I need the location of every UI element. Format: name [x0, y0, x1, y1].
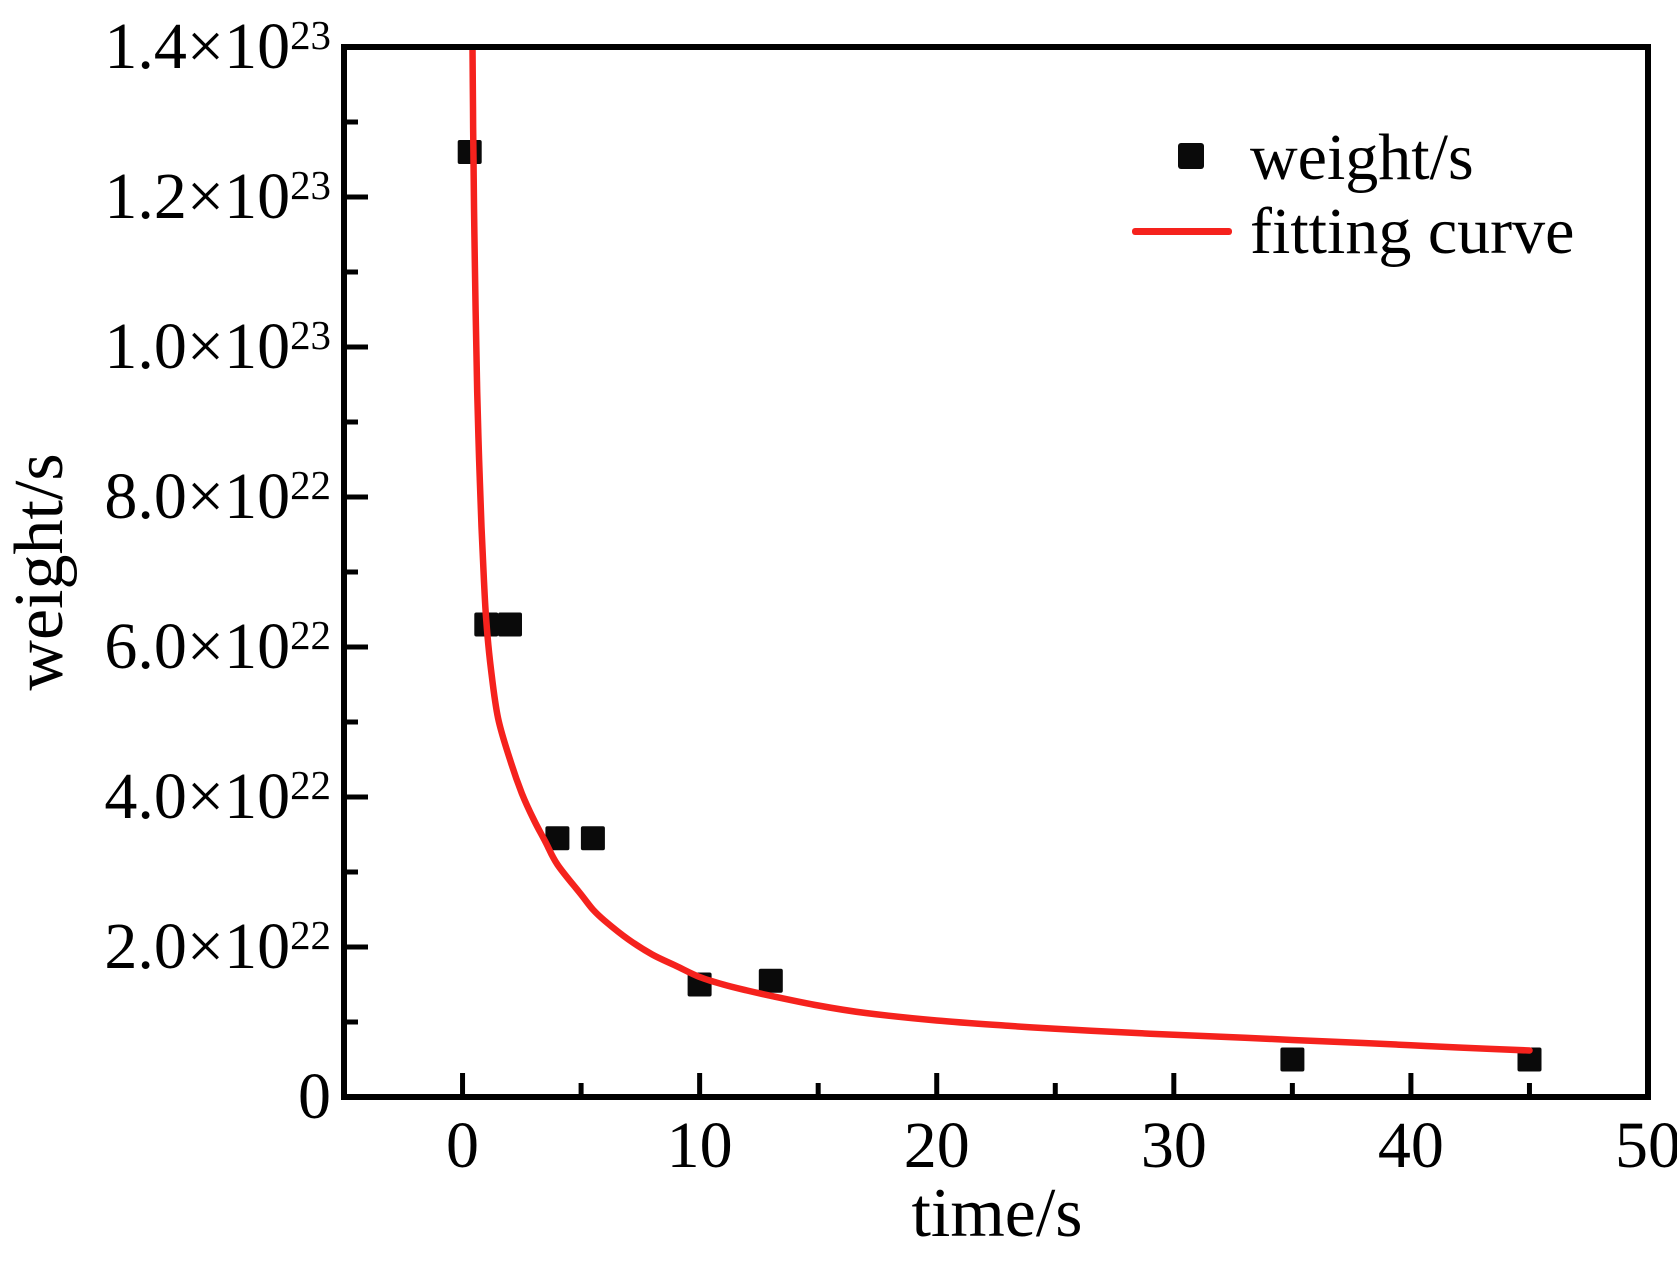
data-point-marker — [758, 968, 783, 993]
x-axis-title: time/s — [911, 1175, 1083, 1252]
data-point-marker — [1280, 1047, 1305, 1072]
plot-border — [341, 44, 1651, 1100]
y-axis-title: weight/s — [1, 453, 78, 691]
data-point-marker — [457, 140, 482, 164]
data-point-marker — [580, 826, 605, 851]
data-point-marker — [545, 826, 570, 851]
data-point-marker — [498, 612, 522, 637]
fitting-curve-path — [469, 47, 1533, 1054]
